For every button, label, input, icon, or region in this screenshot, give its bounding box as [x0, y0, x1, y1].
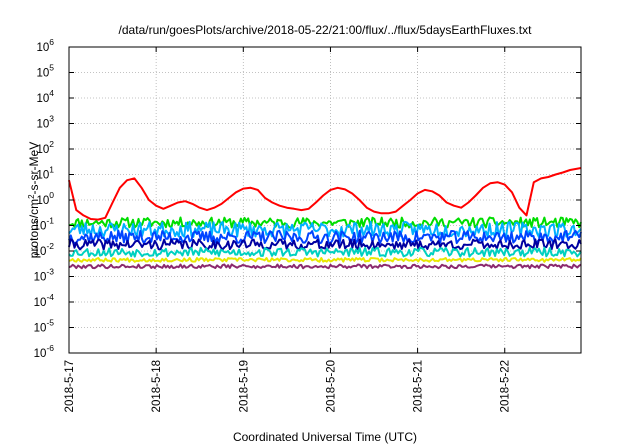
- y-tick-label: 10-3: [34, 267, 55, 284]
- y-tick-label: 106: [36, 37, 54, 54]
- x-axis: 2018-5-17 2018-5-18 2018-5-19 2018-5-20 2018…: [64, 47, 512, 412]
- y-tick-label: 10-2: [34, 241, 55, 258]
- x-axis-label: Coordinated Universal Time (UTC): [233, 430, 417, 444]
- x-tick-label: 2018-5-18: [151, 360, 163, 412]
- x-tick-label: 2018-5-17: [64, 360, 76, 412]
- series-line-8: [68, 263, 582, 270]
- y-tick-label: 105: [36, 63, 54, 80]
- grid: [69, 47, 581, 353]
- chart-title: /data/run/goesPlots/archive/2018-05-22/2…: [119, 23, 533, 37]
- x-tick-label: 2018-5-20: [325, 360, 337, 412]
- y-tick-label: 10-1: [34, 216, 55, 233]
- series-line-7: [68, 256, 582, 263]
- y-tick-label: 103: [36, 114, 54, 131]
- series-line-5: [68, 238, 582, 251]
- y-tick-label: 102: [36, 139, 54, 156]
- x-tick-label: 2018-5-22: [500, 360, 512, 412]
- series-line-1: [68, 167, 582, 221]
- y-tick-label: 10-6: [34, 343, 55, 360]
- series-line-6: [68, 246, 582, 258]
- y-axis: 10-6 10-5 10-4 10-3 10-2 10-1 100 101 102 103 104 1…: [34, 37, 581, 360]
- series-line-3: [68, 220, 582, 239]
- series-line-4: [68, 229, 582, 245]
- y-tick-label: 10-4: [34, 292, 55, 309]
- y-tick-label: 10-5: [34, 318, 55, 335]
- x-tick-label: 2018-5-21: [413, 360, 425, 412]
- y-axis-label: protons/cm2-s-sr-MeV: [27, 142, 42, 258]
- y-tick-label: 101: [36, 165, 54, 182]
- y-tick-label: 104: [36, 88, 54, 105]
- y-tick-label: 100: [36, 190, 54, 207]
- x-tick-label: 2018-5-19: [238, 360, 250, 412]
- data-series: [68, 167, 582, 270]
